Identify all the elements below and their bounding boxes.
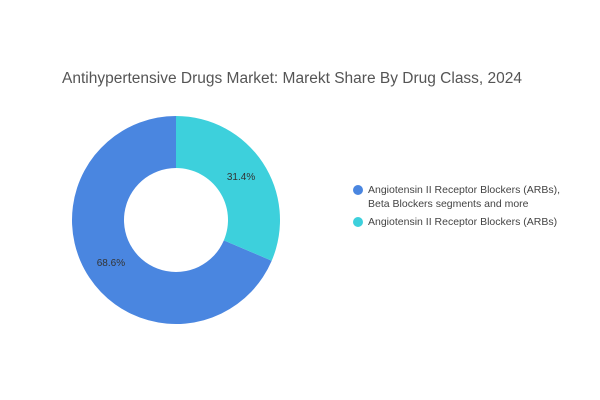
legend-label-line: Angiotensin II Receptor Blockers (ARBs), <box>368 184 560 196</box>
label-arbs-beta-blockers: 68.6% <box>97 258 125 269</box>
label-arbs: 31.4% <box>227 172 255 183</box>
donut-slices <box>71 116 280 325</box>
slice-arbs-beta-blockers[interactable] <box>71 116 272 325</box>
legend-label-line: Angiotensin II Receptor Blockers (ARBs) <box>368 216 558 228</box>
legend-item-arbs[interactable]: Angiotensin II Receptor Blockers (ARBs) <box>353 215 593 229</box>
chart-title: Antihypertensive Drugs Market: Marekt Sh… <box>62 70 523 87</box>
legend-swatch-arbs-beta-blockers <box>353 185 363 195</box>
slice-arbs[interactable] <box>176 116 280 261</box>
legend-label-line: Beta Blockers segments and more <box>368 198 529 210</box>
legend-label-arbs: Angiotensin II Receptor Blockers (ARBs) <box>368 215 557 229</box>
chart-legend: Angiotensin II Receptor Blockers (ARBs),… <box>353 183 593 233</box>
legend-swatch-arbs <box>353 217 363 227</box>
legend-label-arbs-beta-blockers: Angiotensin II Receptor Blockers (ARBs),… <box>368 183 560 211</box>
donut-labels: 68.6% 31.4% <box>97 172 256 269</box>
legend-item-arbs-beta-blockers[interactable]: Angiotensin II Receptor Blockers (ARBs),… <box>353 183 593 211</box>
